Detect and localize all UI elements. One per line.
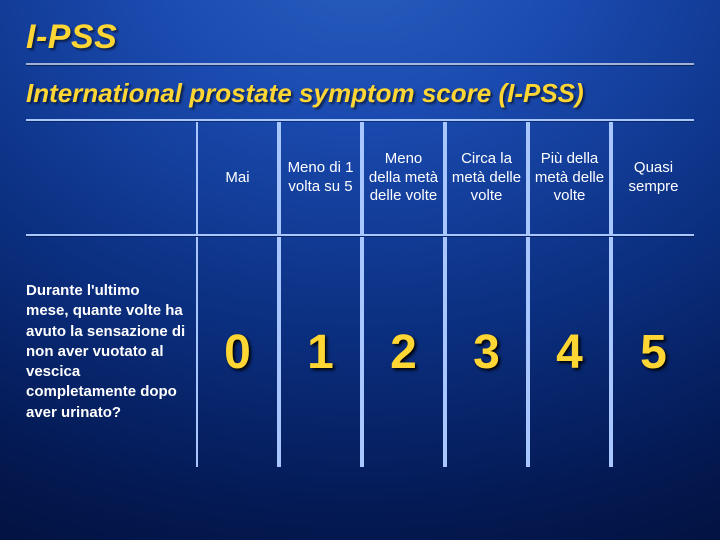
header-col-5: Quasi sempre	[611, 122, 694, 234]
header-col-1: Meno di 1 volta su 5	[279, 122, 362, 234]
slide: I-PSS International prostate symptom sco…	[0, 0, 720, 540]
score-cell-1: 1	[279, 237, 362, 467]
score-cell-4: 4	[528, 237, 611, 467]
header-col-4: Più della metà delle volte	[528, 122, 611, 234]
header-col-3: Circa la metà delle volte	[445, 122, 528, 234]
title-divider	[26, 63, 694, 66]
score-cell-5: 5	[611, 237, 694, 467]
header-col-0: Mai	[196, 122, 279, 234]
header-empty	[26, 122, 196, 234]
slide-title: I-PSS	[26, 18, 694, 57]
question-cell: Durante l'ultimo mese, quante volte ha a…	[26, 237, 196, 467]
score-cell-0: 0	[196, 237, 279, 467]
score-cell-3: 3	[445, 237, 528, 467]
score-table: Mai Meno di 1 volta su 5 Meno della metà…	[26, 119, 694, 467]
score-cell-2: 2	[362, 237, 445, 467]
header-col-2: Meno della metà delle volte	[362, 122, 445, 234]
slide-subtitle: International prostate symptom score (I-…	[26, 78, 694, 109]
